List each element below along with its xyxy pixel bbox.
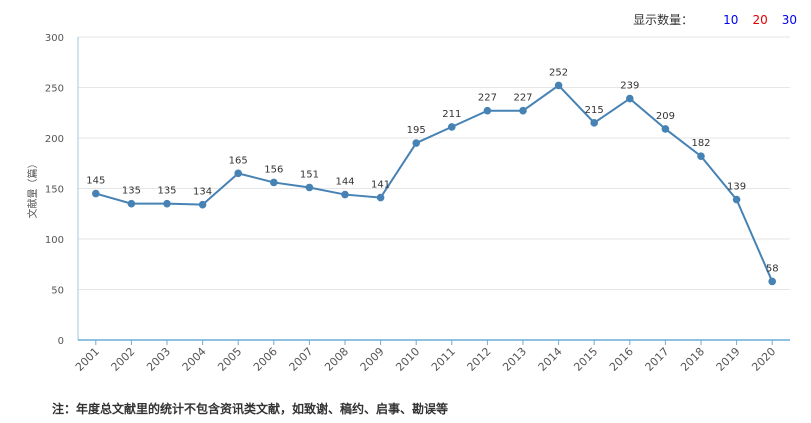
data-point (270, 178, 278, 187)
data-label: 145 (86, 176, 105, 187)
y-tick-label: 250 (45, 84, 64, 95)
data-point (376, 193, 385, 202)
y-tick-label: 0 (58, 336, 64, 347)
x-tick-label: 2015 (571, 345, 600, 374)
y-tick-label: 300 (45, 33, 64, 44)
y-tick-label: 50 (51, 286, 64, 297)
data-point (483, 106, 492, 115)
series-line (95, 84, 774, 282)
data-point (732, 195, 741, 204)
data-label: 135 (122, 186, 141, 197)
data-label: 227 (478, 93, 497, 104)
data-point (92, 189, 100, 198)
x-tick-label: 2014 (536, 345, 565, 374)
x-tick-label: 2005 (215, 345, 244, 374)
data-point (412, 139, 421, 147)
data-point (626, 94, 634, 103)
x-tick-label: 2016 (607, 345, 636, 374)
data-point (768, 277, 776, 286)
data-label: 139 (727, 182, 746, 193)
x-tick-label: 2020 (749, 345, 778, 374)
data-label: 156 (264, 164, 283, 175)
x-tick-label: 2013 (500, 345, 529, 374)
display-count-10-option[interactable]: 10 (723, 12, 739, 27)
x-tick-label: 2006 (251, 345, 280, 374)
data-label: 211 (442, 109, 461, 120)
x-tick-label: 2012 (465, 345, 494, 374)
x-tick-label: 2009 (358, 345, 387, 374)
data-point (554, 81, 563, 90)
data-label: 141 (371, 180, 390, 191)
x-tick-label: 2019 (714, 345, 743, 374)
data-label: 135 (157, 186, 176, 197)
data-label: 239 (620, 81, 639, 92)
data-label: 165 (229, 155, 248, 166)
data-point (341, 190, 349, 199)
data-label: 227 (513, 93, 532, 104)
data-label: 182 (691, 138, 710, 149)
x-tick-label: 2007 (287, 345, 316, 374)
data-label: 134 (193, 187, 212, 198)
y-tick-label: 150 (45, 185, 64, 196)
x-tick-label: 2004 (180, 345, 209, 374)
data-label: 195 (407, 125, 426, 136)
x-tick-label: 2018 (678, 345, 707, 374)
display-count-selector: 显示数量： 10 20 30 (633, 11, 797, 28)
x-tick-label: 2017 (643, 345, 672, 374)
y-tick-label: 100 (45, 235, 64, 246)
display-count-label: 显示数量： (633, 13, 694, 27)
y-tick-label: 200 (45, 134, 64, 145)
data-label: 215 (585, 105, 604, 116)
data-point (697, 152, 705, 160)
footnote: 注：年度总文献里的统计不包含资讯类文献，如致谢、稿约、启事、勘误等 (52, 402, 449, 416)
y-axis-title: 文献量（篇） (26, 159, 39, 219)
data-point (661, 125, 670, 133)
data-point (198, 200, 207, 209)
data-label: 144 (335, 177, 354, 188)
data-point (590, 119, 598, 127)
data-point (234, 169, 242, 178)
x-tick-label: 2002 (109, 345, 138, 374)
x-tick-label: 2010 (393, 345, 422, 374)
data-label: 209 (656, 111, 675, 122)
x-tick-label: 2003 (144, 345, 173, 374)
data-point (127, 199, 136, 208)
data-label: 151 (300, 169, 319, 180)
data-point (519, 106, 527, 115)
x-tick-label: 2011 (429, 345, 458, 374)
display-count-30-option[interactable]: 30 (781, 12, 797, 27)
x-tick-label: 2001 (73, 345, 102, 374)
display-count-20-option[interactable]: 20 (752, 12, 768, 27)
data-label: 252 (549, 67, 568, 78)
publication-trend-chart: 0 50 100 150 200 250 300 文献量（篇） 2001 2002 2003 2004… (26, 33, 790, 374)
data-point (163, 199, 171, 208)
data-point (448, 123, 456, 131)
data-label: 58 (766, 263, 779, 274)
x-tick-label: 2008 (322, 345, 351, 374)
data-point (305, 183, 314, 192)
